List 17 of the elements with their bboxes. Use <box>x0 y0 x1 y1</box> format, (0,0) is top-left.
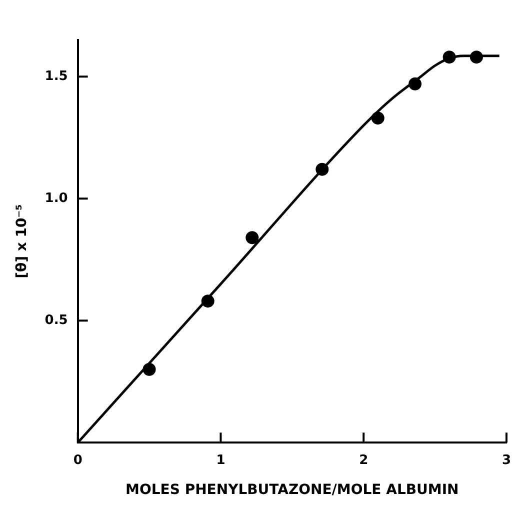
y-tick-label: 1.0 <box>44 190 68 206</box>
point <box>316 162 329 176</box>
y-tick-label: 1.5 <box>44 68 68 84</box>
x-tick-label: 1 <box>216 452 226 468</box>
point <box>470 50 483 64</box>
point <box>408 77 422 90</box>
point <box>246 231 259 244</box>
x-tick-label: 3 <box>502 452 511 468</box>
x-axis-title: MOLES PHENYLBUTAZONE/MOLE ALBUMIN <box>126 482 459 498</box>
point <box>201 294 214 308</box>
point <box>142 362 156 376</box>
x-tick-label: 2 <box>359 452 368 468</box>
y-axis-title: [θ] x 10⁻⁵ <box>14 204 30 278</box>
point <box>442 50 456 64</box>
x-tick-label: 0 <box>73 452 82 468</box>
point <box>371 112 384 125</box>
y-tick-label: 0.5 <box>44 312 68 328</box>
